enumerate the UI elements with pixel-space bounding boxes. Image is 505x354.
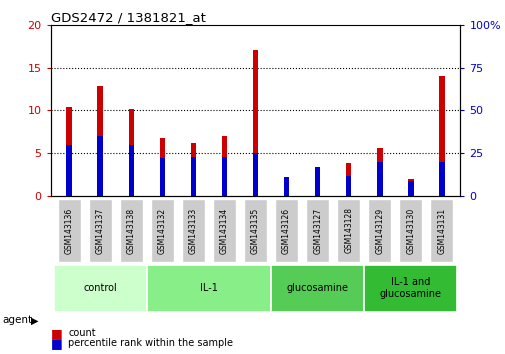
Text: count: count	[68, 329, 96, 338]
FancyBboxPatch shape	[146, 265, 271, 312]
Bar	[221, 136, 227, 196]
Bar	[438, 76, 444, 196]
Text: GSM143133: GSM143133	[188, 207, 197, 253]
Text: agent: agent	[3, 315, 33, 325]
Bar	[97, 136, 103, 196]
Bar	[376, 148, 382, 196]
Bar	[190, 157, 196, 196]
Bar	[438, 162, 444, 196]
Bar	[314, 167, 320, 196]
FancyBboxPatch shape	[274, 199, 297, 262]
FancyBboxPatch shape	[364, 265, 457, 312]
Bar	[345, 163, 351, 196]
Bar	[314, 174, 320, 196]
Text: GSM143128: GSM143128	[343, 207, 352, 253]
Text: GDS2472 / 1381821_at: GDS2472 / 1381821_at	[50, 11, 205, 24]
Bar	[221, 157, 227, 196]
Bar	[97, 86, 103, 196]
Text: IL-1 and
glucosamine: IL-1 and glucosamine	[379, 277, 441, 299]
Bar	[66, 107, 72, 196]
Text: GSM143132: GSM143132	[158, 207, 167, 253]
Bar	[128, 145, 134, 196]
Bar	[66, 145, 72, 196]
FancyBboxPatch shape	[429, 199, 452, 262]
Text: GSM143136: GSM143136	[65, 207, 74, 253]
Text: GSM143129: GSM143129	[375, 207, 383, 253]
Text: GSM143137: GSM143137	[95, 207, 105, 253]
FancyBboxPatch shape	[306, 199, 329, 262]
FancyBboxPatch shape	[181, 199, 205, 262]
Bar	[128, 109, 134, 196]
FancyBboxPatch shape	[398, 199, 422, 262]
Text: GSM143138: GSM143138	[127, 207, 135, 253]
Bar	[407, 181, 413, 196]
Bar	[252, 153, 258, 196]
Text: glucosamine: glucosamine	[286, 283, 348, 293]
Bar	[159, 159, 165, 196]
FancyBboxPatch shape	[243, 199, 267, 262]
Text: GSM143131: GSM143131	[436, 207, 445, 253]
Text: GSM143130: GSM143130	[406, 207, 415, 253]
Text: ■: ■	[50, 337, 62, 350]
FancyBboxPatch shape	[336, 199, 360, 262]
Bar	[283, 177, 289, 196]
FancyBboxPatch shape	[213, 199, 236, 262]
Bar	[252, 51, 258, 196]
Bar	[376, 162, 382, 196]
Text: IL-1: IL-1	[199, 283, 218, 293]
Text: ▶: ▶	[31, 315, 39, 325]
FancyBboxPatch shape	[367, 199, 390, 262]
Text: ■: ■	[50, 327, 62, 340]
FancyBboxPatch shape	[58, 199, 81, 262]
FancyBboxPatch shape	[120, 199, 143, 262]
Bar	[283, 177, 289, 196]
Bar	[345, 176, 351, 196]
Text: control: control	[83, 283, 117, 293]
Bar	[190, 143, 196, 196]
FancyBboxPatch shape	[271, 265, 364, 312]
FancyBboxPatch shape	[150, 199, 174, 262]
FancyBboxPatch shape	[54, 265, 146, 312]
FancyBboxPatch shape	[88, 199, 112, 262]
Text: GSM143127: GSM143127	[313, 207, 322, 253]
Text: GSM143134: GSM143134	[220, 207, 229, 253]
Text: GSM143126: GSM143126	[281, 207, 290, 253]
Text: GSM143135: GSM143135	[250, 207, 260, 253]
Bar	[407, 179, 413, 196]
Text: percentile rank within the sample: percentile rank within the sample	[68, 338, 233, 348]
Bar	[159, 138, 165, 196]
